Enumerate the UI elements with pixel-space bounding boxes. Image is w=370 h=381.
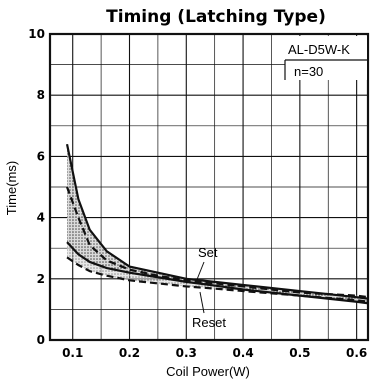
x-tick-label: 0.1: [62, 346, 83, 360]
set-label: Set: [198, 245, 218, 260]
y-tick-label: 10: [28, 27, 45, 41]
x-tick-label: 0.5: [289, 346, 310, 360]
reset-lower-line: [66, 256, 369, 303]
reset-label: Reset: [192, 315, 226, 330]
x-tick-label: 0.2: [119, 346, 140, 360]
x-tick-label: 0.4: [232, 346, 253, 360]
model-label: AL-D5W-K: [288, 42, 350, 57]
reset-upper-line: [66, 186, 369, 299]
x-axis-label: Coil Power(W): [166, 364, 250, 379]
y-tick-label: 8: [37, 88, 45, 102]
sample-label: n=30: [294, 64, 323, 79]
y-tick-label: 6: [37, 149, 45, 163]
chart-title: Timing (Latching Type): [106, 7, 326, 27]
y-tick-label: 0: [37, 333, 45, 347]
reset-leader-line: [199, 291, 205, 314]
legend-box: [285, 36, 367, 80]
y-tick-label: 4: [37, 211, 45, 225]
x-tick-label: 0.6: [346, 346, 367, 360]
x-tick-labels: 0.1 0.2 0.3 0.4 0.5 0.6: [62, 346, 367, 360]
plot-frame: [48, 32, 370, 342]
x-tick-label: 0.3: [176, 346, 197, 360]
data-lines: [65, 143, 369, 305]
y-tick-labels: 0 2 4 6 8 10: [28, 27, 45, 347]
set-leader-line: [195, 261, 205, 283]
y-axis-label: Time(ms): [4, 161, 19, 215]
y-tick-label: 2: [37, 272, 45, 286]
